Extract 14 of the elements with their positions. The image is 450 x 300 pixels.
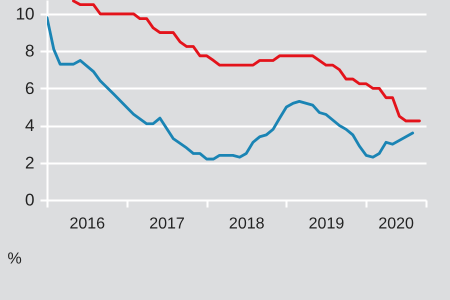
line-series bbox=[47, 16, 414, 160]
x-tick-label: 2017 bbox=[149, 216, 185, 232]
x-tick-label: 2019 bbox=[308, 216, 344, 232]
line-series bbox=[72, 0, 421, 122]
y-tick-label: 8 bbox=[25, 42, 34, 61]
x-tick-label: 2016 bbox=[69, 216, 106, 232]
y-tick-label: 0 bbox=[25, 190, 34, 210]
y-tick-label: 6 bbox=[25, 78, 34, 98]
x-tick-label: 2020 bbox=[378, 216, 414, 232]
y-tick-label: 10 bbox=[16, 4, 34, 24]
y-tick-label: 4 bbox=[25, 116, 34, 136]
x-tick-label: 2018 bbox=[228, 216, 265, 232]
y-axis-title: % bbox=[8, 250, 22, 268]
y-tick-label: 2 bbox=[25, 153, 34, 172]
